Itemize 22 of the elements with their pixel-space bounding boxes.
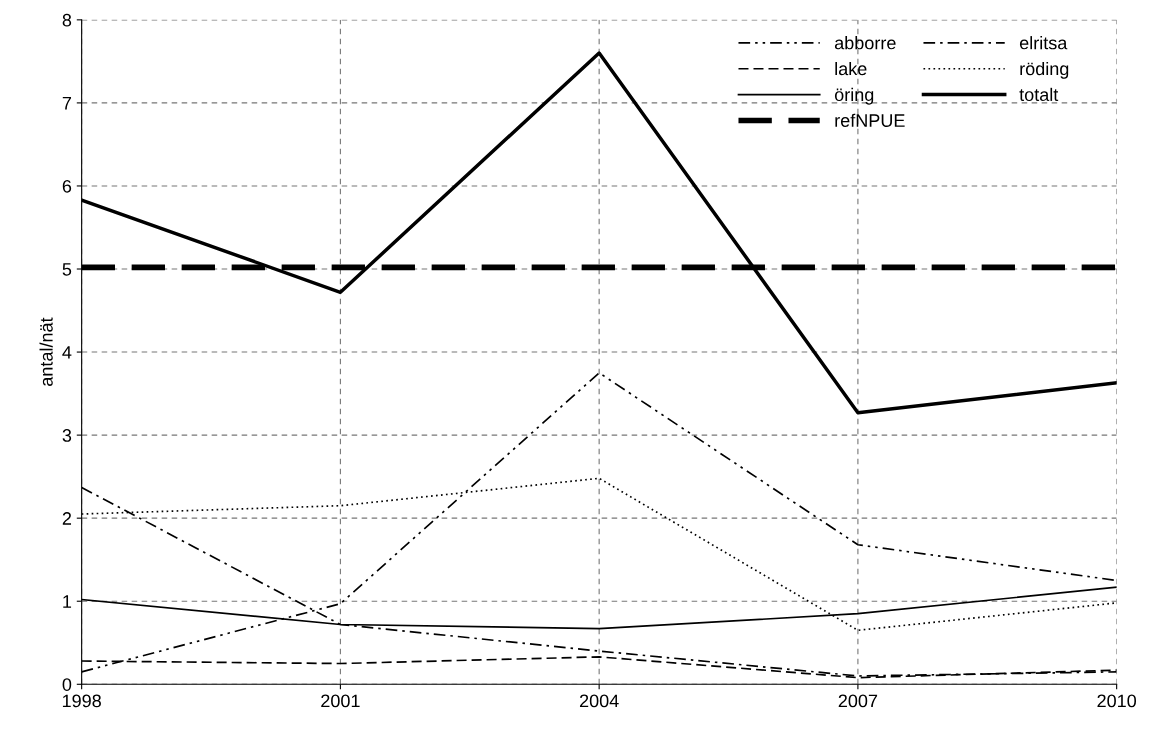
y-axis-title: antal/nät [39,317,53,386]
y-tick-label: 2 [62,512,72,525]
x-tick-label: 2010 [1097,694,1137,708]
legend-label: röding [1020,61,1069,79]
x-tick-label: 2001 [321,694,360,708]
x-tick-label: 2007 [838,694,878,708]
legend-label: abborre [834,36,896,50]
y-tick-label: 3 [62,429,72,442]
y-tick-label: 5 [62,263,72,276]
y-tick-label: 7 [62,97,72,110]
y-tick-label: 1 [63,595,72,608]
y-tick-label: 6 [62,179,72,193]
legend-label: refNPUE [835,113,905,127]
y-tick-label: 8 [62,13,72,27]
legend-label: öring [834,87,874,105]
legend-label: totalt [1019,87,1059,102]
y-tick-label: 4 [62,346,72,359]
x-tick-label: 1998 [62,694,101,708]
y-tick-label: 0 [62,678,72,692]
legend-label: lake [835,61,867,76]
x-tick-label: 2004 [579,694,619,708]
legend-label: elritsa [1019,36,1068,50]
